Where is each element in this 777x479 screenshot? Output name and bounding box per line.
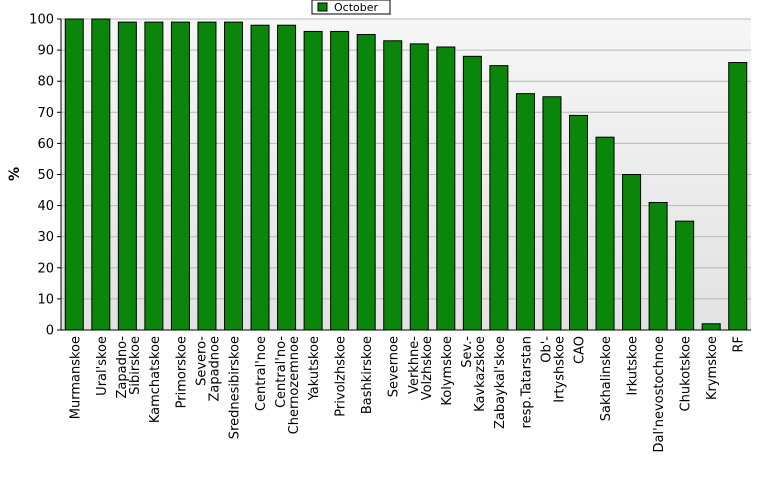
bar <box>595 136 615 331</box>
y-tick-label: 60 <box>37 137 54 152</box>
x-tick-label: Kolymskoe <box>440 336 455 406</box>
bar <box>197 21 217 331</box>
x-tick-label: Murmanskoe <box>68 336 83 419</box>
x-tick-label: Ural'skoe <box>95 336 110 396</box>
bar <box>569 114 588 331</box>
bar <box>436 46 456 331</box>
legend-swatch <box>317 2 328 12</box>
bar <box>330 30 350 331</box>
x-tick-label: Primorskoe <box>174 336 189 408</box>
x-tick-label: Severnoe <box>387 336 402 397</box>
bar <box>489 65 509 331</box>
y-tick-label: 80 <box>37 75 54 90</box>
x-tick-label: Verkhne-Volzhskoe <box>407 336 435 401</box>
bar <box>250 24 270 331</box>
y-tick-label: 50 <box>37 168 54 183</box>
x-tick-label: Sev.-Kavkazskoe <box>460 336 488 412</box>
bar <box>356 34 376 331</box>
x-tick-label: CAO <box>573 336 588 364</box>
y-axis-label: % <box>7 167 23 181</box>
bar <box>64 18 84 331</box>
x-tick-label: Srednesibirskoe <box>228 336 243 439</box>
legend-entry: October <box>334 1 378 14</box>
bar <box>515 93 535 331</box>
bar <box>277 24 297 331</box>
bar <box>117 21 137 331</box>
y-tick-label: 30 <box>37 230 54 245</box>
y-tick-label: 20 <box>37 261 54 276</box>
y-tick-label: 100 <box>29 13 54 28</box>
y-tick-labels: 0 10 20 30 40 50 60 70 80 90 100 <box>29 13 61 339</box>
x-tick-labels: Murmanskoe Ural'skoe Zapadno-Sibirskoe Kamc… <box>68 336 746 453</box>
bar <box>144 21 164 331</box>
x-tick-label: Dal'nevostochnoe <box>652 336 667 452</box>
y-tick-label: 40 <box>37 199 54 214</box>
bar <box>170 21 190 331</box>
bar <box>542 96 562 331</box>
x-tick-label: Chukotskoe <box>679 336 694 411</box>
bar <box>409 43 429 331</box>
bars <box>64 18 748 331</box>
bar <box>728 62 748 331</box>
bar <box>303 30 323 331</box>
y-tick-label: 70 <box>37 106 54 121</box>
x-tick-label: Zabaykal'skoe <box>493 336 508 429</box>
x-tick-label: Bashkirskoe <box>360 336 375 414</box>
x-tick-label: Central'noe <box>254 336 269 411</box>
x-tick-label: Kamchatskoe <box>148 336 163 423</box>
x-tick-label: Ob'-Irtyshskoe <box>539 336 567 403</box>
legend: October <box>311 0 391 15</box>
x-tick-label: RF <box>732 336 747 353</box>
x-tick-label: Severo-Zapadnoe <box>194 336 222 402</box>
bar <box>622 174 642 331</box>
bar <box>648 201 668 331</box>
x-tick-label: Krymskoe <box>705 336 720 400</box>
bar <box>701 323 721 331</box>
bar <box>675 220 695 331</box>
bar <box>383 40 403 331</box>
x-tick-label: Zapadno-Sibirskoe <box>115 336 143 399</box>
x-tick-label: Sakhalinskoe <box>599 336 614 421</box>
x-tick-label: resp.Tatarstan <box>519 336 534 428</box>
bar <box>462 55 482 331</box>
bar <box>224 21 243 331</box>
x-tick-label: Irkutskoe <box>626 336 641 395</box>
y-tick-label: 0 <box>46 324 54 339</box>
x-tick-label: Privolzhskoe <box>334 336 349 417</box>
y-tick-label: 10 <box>37 292 54 307</box>
x-tick-label: Central'no-Chernozemnoe <box>274 336 302 435</box>
bar <box>91 18 111 331</box>
x-tick-label: Yakutskoe <box>307 336 322 401</box>
y-tick-label: 90 <box>37 44 54 59</box>
